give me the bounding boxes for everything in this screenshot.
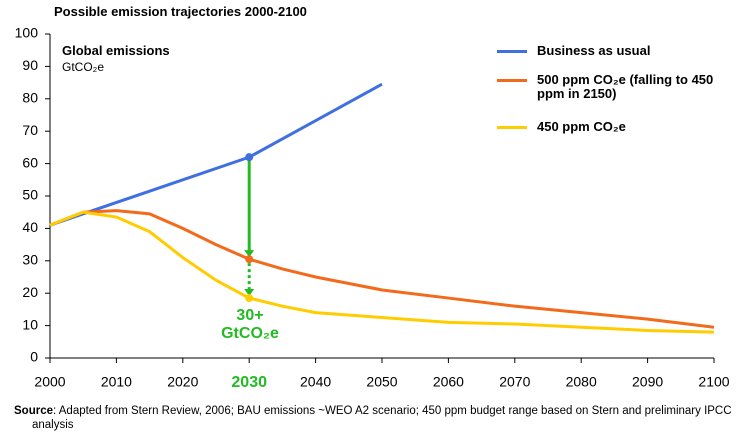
- series-line: [49, 210, 715, 334]
- legend-swatch: [497, 126, 527, 129]
- x-tick-label: 2020: [167, 374, 198, 390]
- panel-title: Global emissions: [62, 43, 170, 58]
- y-tick-label: 80: [22, 90, 38, 106]
- x-tick-label: 2080: [566, 374, 597, 390]
- x-tick-label: 2000: [34, 374, 65, 390]
- x-tick-label: 2070: [499, 374, 530, 390]
- y-tick-label: 100: [15, 25, 39, 41]
- x-tick-label: 2100: [698, 374, 729, 390]
- y-tick-label: 70: [22, 122, 38, 138]
- annotation: 30+ GtCO₂e: [221, 307, 279, 342]
- marker: [245, 294, 254, 303]
- x-tick-label: 2050: [366, 374, 397, 390]
- y-tick-label: 10: [22, 316, 38, 332]
- y-tick-label: 40: [22, 219, 38, 235]
- x-tick-label: 2030: [231, 374, 267, 391]
- source-label: Source: [14, 405, 53, 417]
- y-tick-label: 90: [22, 57, 38, 73]
- x-tick-label: 2090: [632, 374, 663, 390]
- chart-title: Possible emission trajectories 2000-2100: [54, 4, 307, 19]
- series-line: [49, 209, 715, 329]
- legend-label: Business as usual: [537, 43, 651, 58]
- y-tick-label: 20: [22, 284, 38, 300]
- y-tick-label: 0: [30, 349, 38, 365]
- panel-unit: GtCO₂e: [62, 60, 104, 74]
- legend-swatch: [497, 79, 527, 82]
- marker: [245, 153, 254, 162]
- legend-label: 450 ppm CO₂e: [537, 119, 626, 134]
- x-tick-label: 2040: [300, 374, 331, 390]
- legend-label: 500 ppm CO₂e (falling to 450 ppm in 2150…: [537, 72, 714, 101]
- y-tick-label: 50: [22, 187, 38, 203]
- legend-swatch: [497, 50, 527, 53]
- source-text: : Adapted from Stern Review, 2006; BAU e…: [32, 405, 732, 431]
- y-tick-label: 60: [22, 154, 38, 170]
- series-line: [49, 82, 383, 227]
- arrow-head: [244, 289, 255, 297]
- source: Source: Adapted from Stern Review, 2006;…: [14, 404, 744, 432]
- marker: [245, 255, 254, 264]
- arrow-head: [244, 250, 255, 258]
- x-tick-label: 2060: [433, 374, 464, 390]
- y-tick-label: 30: [22, 252, 38, 268]
- x-tick-label: 2010: [101, 374, 132, 390]
